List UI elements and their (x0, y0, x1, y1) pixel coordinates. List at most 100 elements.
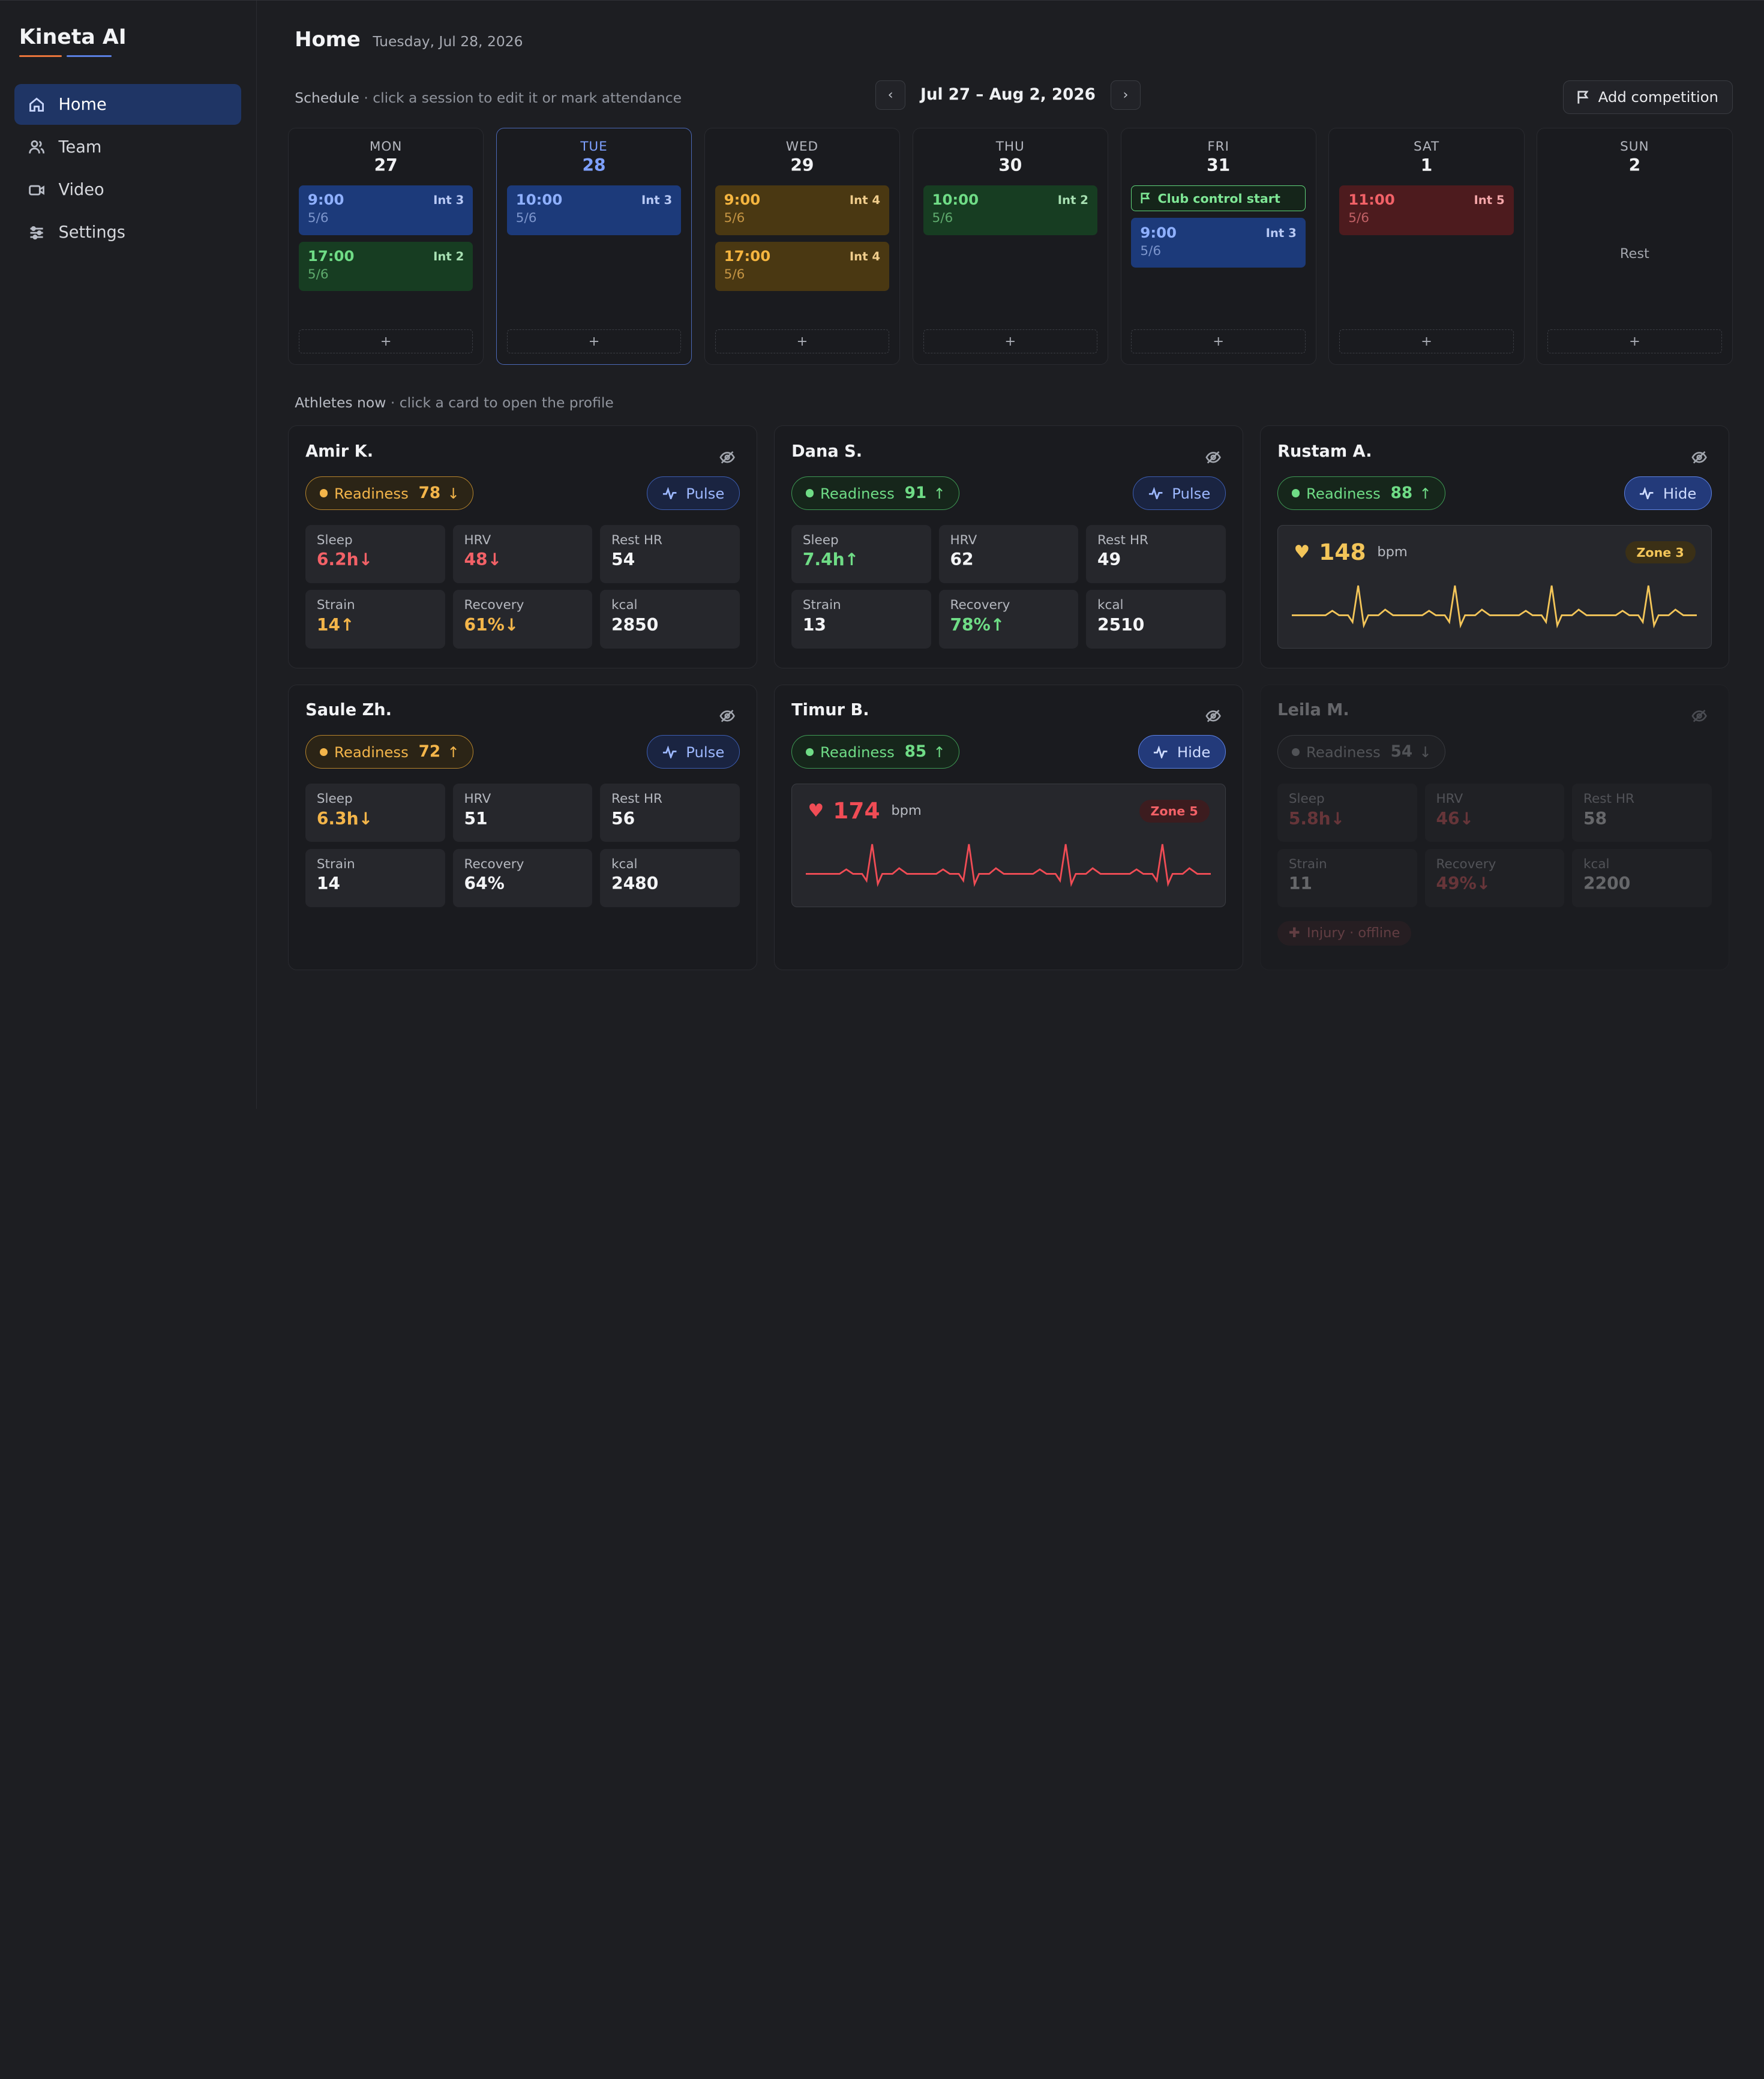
metric-value: 6.2h↓ (317, 550, 434, 569)
day-number: 1 (1339, 155, 1514, 175)
prev-week-button[interactable]: ‹ (875, 80, 906, 110)
pulse-icon (1639, 487, 1654, 500)
pulse-button[interactable]: Pulse (1133, 476, 1225, 510)
day-name: TUE (507, 139, 682, 154)
eye-off-icon[interactable] (1205, 448, 1221, 461)
home-icon (28, 96, 45, 113)
metric-value: 14 (317, 874, 434, 893)
readiness-label: Readiness (1306, 743, 1381, 761)
athlete-name: Saule Zh. (305, 701, 740, 719)
metric-label: Rest HR (611, 791, 728, 806)
bpm-unit: bpm (1377, 544, 1407, 560)
day-name: SAT (1339, 139, 1514, 154)
metric-value: 62 (950, 550, 1067, 569)
next-week-button[interactable]: › (1111, 80, 1141, 110)
sidebar-item-label: Settings (59, 223, 125, 242)
video-icon (28, 182, 45, 199)
session-attendance: 5/6 (308, 211, 464, 226)
sidebar-item-home[interactable]: Home (14, 84, 241, 125)
day-name: MON (299, 139, 473, 154)
add-session-button[interactable]: + (1547, 329, 1722, 353)
add-session-button[interactable]: + (1339, 329, 1514, 353)
add-session-button[interactable]: + (299, 329, 473, 353)
status-dot (1292, 489, 1300, 497)
hide-pulse-button[interactable]: Hide (1624, 476, 1712, 510)
athlete-name: Timur B. (791, 701, 1226, 719)
athletes-toolbar: Athletes now · click a card to open the … (288, 392, 1733, 415)
heart-rate-zone: Zone 5 (1139, 800, 1210, 823)
hide-pulse-button[interactable]: Hide (1138, 735, 1226, 769)
add-session-button[interactable]: + (507, 329, 682, 353)
sidebar-item-video[interactable]: Video (14, 170, 241, 211)
page-header: Home Tuesday, Jul 28, 2026 (295, 28, 1732, 51)
eye-off-icon[interactable] (719, 706, 735, 720)
day-number: 29 (715, 155, 890, 175)
add-session-button[interactable]: + (715, 329, 890, 353)
athlete-name: Dana S. (791, 442, 1226, 461)
add-session-button[interactable]: + (923, 329, 1098, 353)
metric-label: HRV (464, 791, 581, 806)
heart-icon: ♥ (808, 800, 824, 821)
session-level: Int 3 (433, 193, 464, 207)
session-level: Int 2 (433, 250, 464, 263)
add-competition-button[interactable]: Add competition (1563, 80, 1733, 114)
sidebar-item-team[interactable]: Team (14, 127, 241, 168)
pulse-button[interactable]: Pulse (647, 735, 739, 769)
metric-label: Sleep (1289, 791, 1406, 806)
pulse-icon (662, 746, 677, 758)
medical-cross-icon: ✚ (1289, 925, 1300, 941)
metric-value: 2850 (611, 615, 728, 635)
metric-value: 48↓ (464, 550, 581, 569)
eye-off-icon[interactable] (719, 448, 735, 461)
metric-value: 54 (611, 550, 728, 569)
metric-label: Sleep (317, 791, 434, 806)
eye-off-icon[interactable] (1691, 706, 1707, 720)
session-level: Int 5 (1474, 193, 1504, 207)
metric-label: Recovery (950, 598, 1067, 613)
pulse-button-label: Pulse (686, 743, 724, 761)
heart-rate-zone: Zone 3 (1625, 541, 1696, 564)
competition-tag[interactable]: Club control start (1131, 185, 1306, 211)
eye-off-icon[interactable] (1691, 448, 1707, 461)
metric-label: kcal (611, 598, 728, 613)
metric-value: 51 (464, 809, 581, 829)
eye-off-icon[interactable] (1205, 706, 1221, 720)
sidebar-item-settings[interactable]: Settings (14, 212, 241, 253)
session-level: Int 4 (850, 250, 880, 263)
metric-label: Rest HR (1583, 791, 1700, 806)
add-session-button[interactable]: + (1131, 329, 1306, 353)
pulse-button[interactable]: Pulse (647, 476, 739, 510)
bpm-value: 148 (1319, 539, 1366, 565)
metric-label: kcal (611, 857, 728, 872)
session-attendance: 5/6 (1140, 244, 1297, 259)
readiness-trend: ↑ (933, 743, 945, 761)
app-window: Kineta AI Home Team Video Settings Home (0, 0, 1764, 1109)
pulse-button-label: Hide (1177, 743, 1211, 761)
